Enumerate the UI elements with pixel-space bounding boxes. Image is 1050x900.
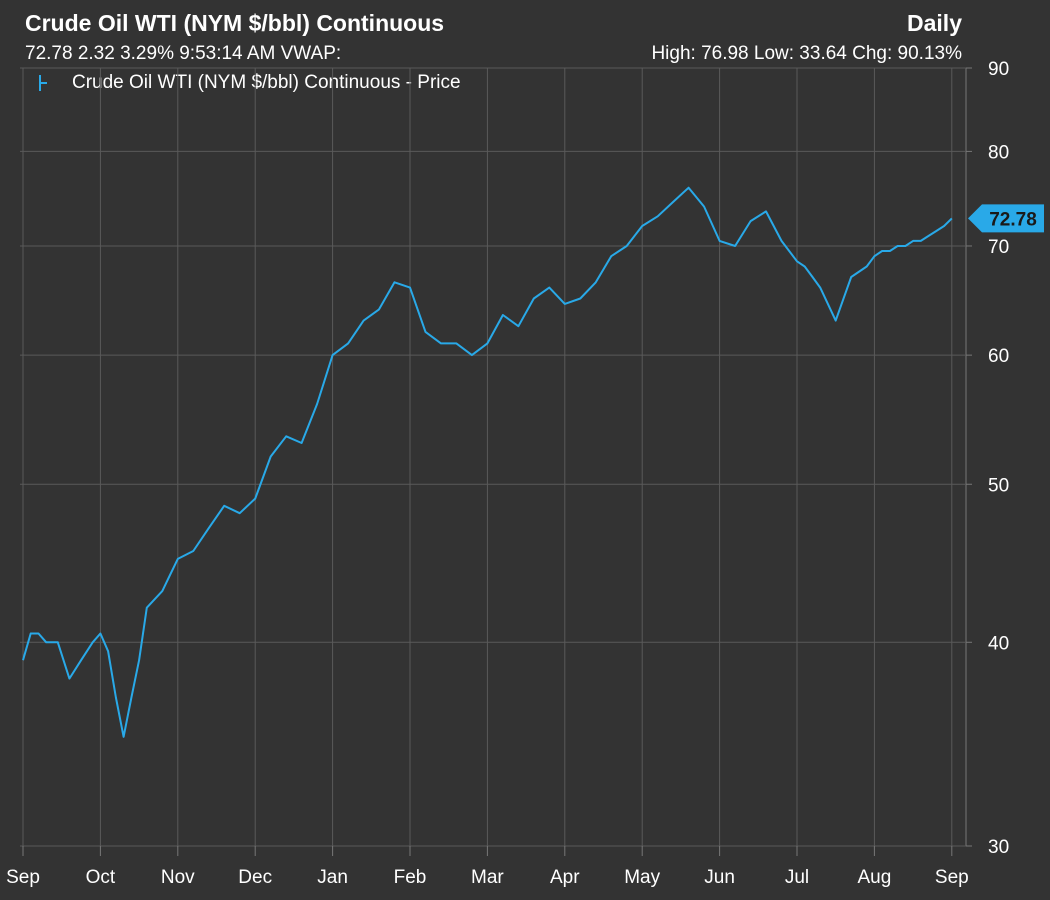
y-tick-label-30: 30: [988, 837, 1009, 858]
last-value-label: 72.78: [989, 209, 1037, 230]
stats-line: High: 76.98 Low: 33.64 Chg: 90.13%: [651, 43, 962, 64]
x-tick-label-4: Jan: [317, 867, 348, 888]
x-tick-label-11: Aug: [857, 867, 891, 888]
x-tick-label-10: Jul: [785, 867, 809, 888]
quote-line: 72.78 2.32 3.29% 9:53:14 AM VWAP:: [25, 43, 342, 64]
x-tick-label-9: Jun: [704, 867, 735, 888]
x-tick-label-6: Mar: [471, 867, 504, 888]
x-tick-label-7: Apr: [550, 867, 580, 888]
legend-marker-icon: [36, 75, 48, 91]
y-tick-label-40: 40: [988, 633, 1009, 654]
x-tick-label-2: Nov: [161, 867, 195, 888]
last-value-flag: [968, 204, 1044, 233]
y-tick-label-90: 90: [988, 59, 1009, 80]
x-tick-label-3: Dec: [238, 867, 272, 888]
frequency-label: Daily: [907, 10, 962, 36]
x-tick-label-5: Feb: [394, 867, 427, 888]
y-tick-label-70: 70: [988, 237, 1009, 258]
y-tick-label-50: 50: [988, 475, 1009, 496]
y-tick-label-60: 60: [988, 346, 1009, 367]
legend: Crude Oil WTI (NYM $/bbl) Continuous - P…: [36, 72, 461, 94]
chart-title: Crude Oil WTI (NYM $/bbl) Continuous: [25, 10, 445, 36]
x-tick-label-8: May: [624, 867, 660, 888]
x-tick-label-12: Sep: [935, 867, 969, 888]
legend-label: Crude Oil WTI (NYM $/bbl) Continuous - P…: [72, 72, 461, 93]
x-tick-label-0: Sep: [6, 867, 40, 888]
price-series-line: [22, 186, 953, 738]
x-tick-label-1: Oct: [86, 867, 116, 888]
y-tick-label-80: 80: [988, 142, 1009, 163]
